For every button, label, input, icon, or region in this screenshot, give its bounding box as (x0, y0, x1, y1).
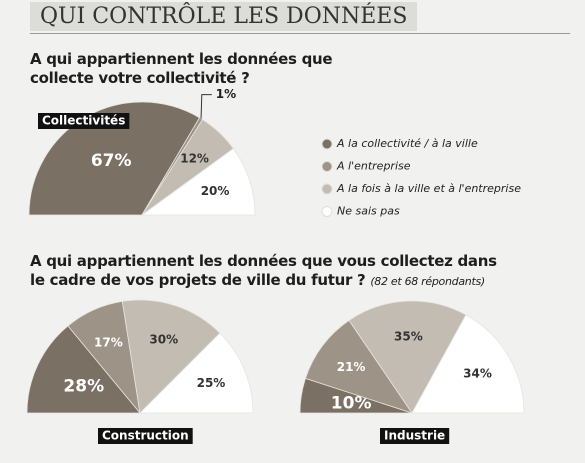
value-label: 67% (91, 151, 132, 171)
question: A qui appartiennent les données que coll… (30, 50, 333, 87)
chart-label: Industrie (384, 429, 445, 443)
value-label: 20% (201, 184, 230, 198)
chart-label: Construction (102, 429, 189, 443)
slice (348, 300, 467, 414)
rule (30, 33, 570, 34)
legend-label: Ne sais pas (337, 205, 400, 218)
chart-label-box (38, 113, 130, 129)
chart-label-box (98, 428, 193, 444)
legend-swatch (321, 183, 333, 195)
value-label: 30% (149, 332, 178, 346)
legend-label: A la collectivité / à la ville (336, 137, 478, 150)
slice (121, 299, 221, 414)
slice (304, 319, 413, 414)
slice (140, 148, 256, 216)
value-label: 12% (180, 151, 209, 165)
chart-label-box (380, 428, 450, 444)
value-label: 34% (463, 367, 492, 381)
value-label: 25% (197, 376, 226, 390)
question: A qui appartiennent les données que vous… (30, 252, 510, 291)
legend-label: A la fois à la ville et à l'entreprise (336, 182, 521, 195)
value-label: 1% (216, 87, 236, 101)
value-label: 17% (94, 335, 123, 349)
legend-label: A l'entreprise (336, 160, 411, 173)
leader-line (200, 94, 212, 119)
value-label: 10% (331, 393, 372, 413)
chart-label: Collectivités (42, 114, 125, 128)
legend-swatch (321, 206, 333, 217)
question-note: (82 et 68 répondants) (370, 275, 485, 288)
value-label: 21% (337, 360, 366, 374)
slice (411, 314, 525, 414)
page-title: QUI CONTRÔLE LES DONNÉES (30, 2, 418, 31)
legend-swatch (321, 161, 333, 172)
question-text: A qui appartiennent les données que vous… (30, 252, 497, 289)
legend-swatch (321, 138, 333, 150)
slice (139, 332, 254, 414)
value-label: 28% (63, 377, 104, 397)
value-label: 35% (394, 329, 423, 343)
slice (26, 325, 141, 414)
